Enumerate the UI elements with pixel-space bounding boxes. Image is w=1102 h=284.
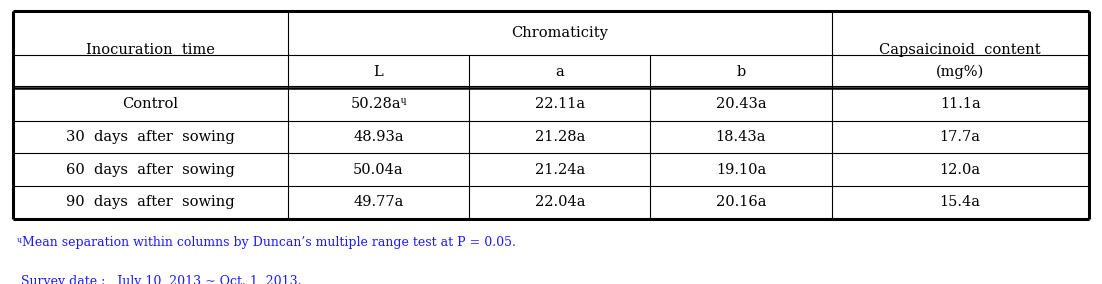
Text: 21.28a: 21.28a <box>534 130 585 144</box>
Text: 30  days  after  sowing: 30 days after sowing <box>66 130 235 144</box>
Text: 17.7a: 17.7a <box>940 130 981 144</box>
Text: Chromaticity: Chromaticity <box>511 26 608 40</box>
Text: Capsaicinoid  content: Capsaicinoid content <box>879 43 1041 57</box>
Text: b: b <box>736 65 746 79</box>
Text: 19.10a: 19.10a <box>716 163 766 177</box>
Text: 18.43a: 18.43a <box>715 130 766 144</box>
Text: Survey date :   July 10, 2013 ~ Oct. 1, 2013.: Survey date : July 10, 2013 ~ Oct. 1, 20… <box>17 275 301 284</box>
Text: 12.0a: 12.0a <box>940 163 981 177</box>
Text: a: a <box>555 65 564 79</box>
Text: 50.28aᶣ: 50.28aᶣ <box>350 97 407 111</box>
Text: (mg%): (mg%) <box>936 64 984 79</box>
Text: 20.16a: 20.16a <box>715 195 766 209</box>
Text: 20.43a: 20.43a <box>715 97 766 111</box>
Text: 22.04a: 22.04a <box>534 195 585 209</box>
Text: 11.1a: 11.1a <box>940 97 981 111</box>
Text: Inocuration  time: Inocuration time <box>86 43 215 57</box>
Text: 60  days  after  sowing: 60 days after sowing <box>66 163 235 177</box>
Text: 21.24a: 21.24a <box>534 163 585 177</box>
Text: 15.4a: 15.4a <box>940 195 981 209</box>
Text: 49.77a: 49.77a <box>354 195 403 209</box>
Text: L: L <box>374 65 383 79</box>
Text: 50.04a: 50.04a <box>354 163 403 177</box>
Text: ᶣMean separation within columns by Duncan’s multiple range test at P = 0.05.: ᶣMean separation within columns by Dunca… <box>17 236 516 249</box>
Text: 90  days  after  sowing: 90 days after sowing <box>66 195 235 209</box>
Text: 22.11a: 22.11a <box>534 97 585 111</box>
Text: Control: Control <box>122 97 179 111</box>
Text: 48.93a: 48.93a <box>354 130 403 144</box>
